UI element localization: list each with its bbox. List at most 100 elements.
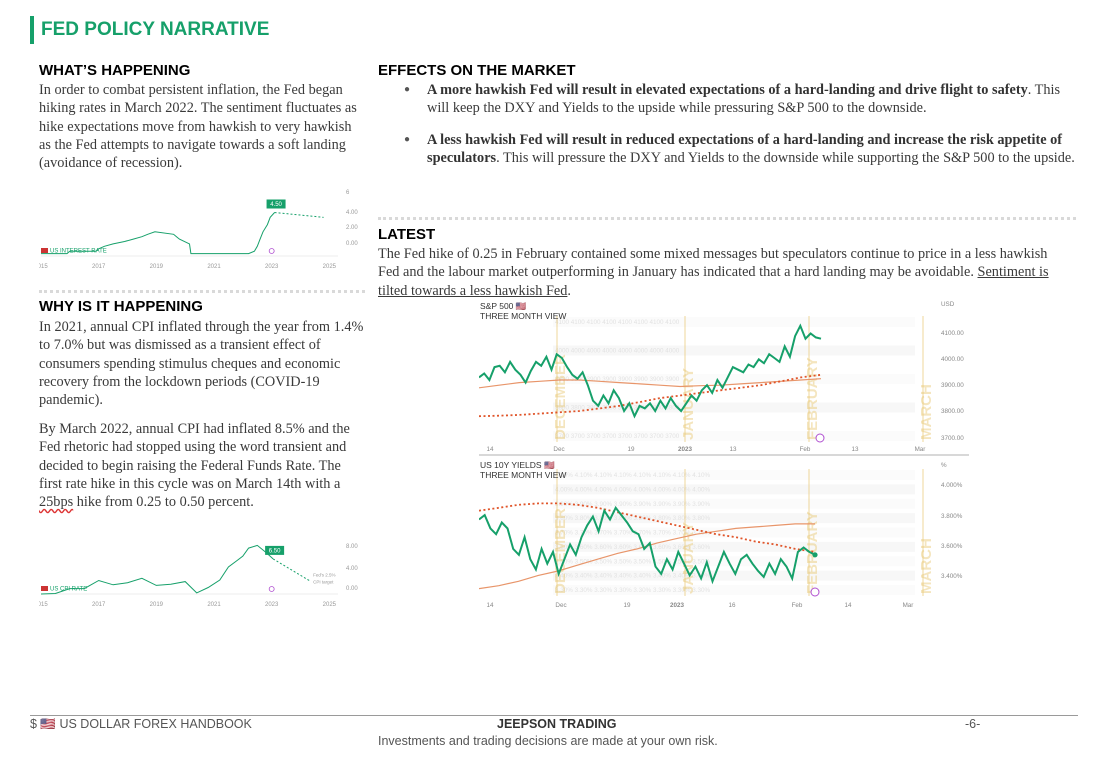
y-tick-label: 2.00 bbox=[346, 225, 358, 231]
x-tick-label: Mar bbox=[915, 446, 926, 453]
month-band bbox=[556, 316, 558, 442]
why-paragraph-1: In 2021, annual CPI inflated through the… bbox=[39, 319, 364, 409]
effects-item-less-hawkish-text: . This will pressure the DXY and Yields … bbox=[496, 149, 1075, 166]
x-tick-label: 2017 bbox=[92, 602, 106, 608]
watermark-row bbox=[553, 431, 915, 441]
month-label: MARCH bbox=[918, 384, 935, 440]
watermark-level: 3900 3900 3900 3900 3900 3900 3900 3900 bbox=[555, 376, 680, 383]
y-tick-label: 3900.00 bbox=[941, 382, 964, 389]
x-tick-label: 14 bbox=[486, 446, 494, 453]
x-tick-label: Mar bbox=[903, 602, 914, 609]
watermark-row bbox=[553, 527, 915, 538]
y-tick-label: 6 bbox=[346, 190, 350, 196]
watermark-level: 3700 3700 3700 3700 3700 3700 3700 3700 bbox=[555, 433, 680, 440]
footer-handbook: $ 🇺🇸 US DOLLAR FOREX HANDBOOK bbox=[30, 717, 252, 731]
divider bbox=[39, 290, 365, 293]
event-marker-icon bbox=[815, 433, 825, 443]
sp500-chart: 4100 4100 4100 4100 4100 4100 4100 4100 4… bbox=[479, 301, 969, 456]
watermark-level: 3.70% 3.70% 3.70% 3.70% 3.70% 3.70% 3.70… bbox=[555, 530, 710, 537]
watermark-level: 4.00% 4.00% 4.00% 4.00% 4.00% 4.00% 4.00… bbox=[555, 486, 710, 493]
month-label: DECEMBER bbox=[552, 508, 569, 594]
watermark-row bbox=[553, 345, 915, 356]
watermark-level: 4000 4000 4000 4000 4000 4000 4000 4000 bbox=[555, 348, 680, 355]
long-moving-average-line bbox=[479, 378, 822, 389]
why-paragraph-2-text: By March 2022, annual CPI had inflated 8… bbox=[39, 421, 350, 492]
watermark-row bbox=[553, 470, 915, 480]
watermark-level: 3.30% 3.30% 3.30% 3.30% 3.30% 3.30% 3.30… bbox=[555, 587, 710, 594]
us-flag-icon bbox=[41, 248, 48, 253]
month-band bbox=[922, 469, 924, 596]
footer-divider bbox=[30, 715, 1078, 716]
y-tick-label: 0.00 bbox=[346, 586, 358, 592]
why-paragraph-2-end: hike from 0.25 to 0.50 percent. bbox=[73, 494, 254, 511]
y-tick-label: % bbox=[941, 462, 947, 469]
watermark-level: 3.90% 3.90% 3.90% 3.90% 3.90% 3.90% 3.90… bbox=[555, 501, 710, 508]
divider bbox=[378, 217, 1076, 220]
whats-happening-heading: WHAT’S HAPPENING bbox=[39, 62, 191, 79]
watermark-row bbox=[553, 484, 915, 495]
month-band bbox=[684, 469, 686, 596]
event-marker-icon bbox=[268, 248, 275, 254]
x-tick-label: 2017 bbox=[92, 264, 106, 270]
spellcheck-word: 25bps bbox=[39, 494, 74, 511]
latest-sentiment: Sentiment is tilted towards a less hawki… bbox=[378, 264, 1049, 299]
month-label: MARCH bbox=[918, 538, 935, 594]
series-line bbox=[40, 544, 274, 595]
x-tick-label: 13 bbox=[851, 446, 859, 453]
month-label: DECEMBER bbox=[552, 354, 569, 440]
last-value-label: 6.50 bbox=[269, 548, 281, 554]
interest-rate-chart: 6 4.00 2.00 0.00 4.50 2015 2017 2019 2021 2023 202… bbox=[39, 190, 358, 270]
x-tick-label: Feb bbox=[792, 602, 803, 609]
effects-item-hawkish-text: . This will keep the DXY and Yields to t… bbox=[427, 82, 1061, 117]
chart-title: US INTEREST RATE bbox=[50, 249, 107, 255]
x-tick-label: 2021 bbox=[207, 602, 221, 608]
y-tick-label: 8.00 bbox=[346, 544, 358, 550]
x-tick-label: 2015 bbox=[39, 264, 48, 270]
x-tick-label: 16 bbox=[728, 602, 736, 609]
footer-page-number: -6- bbox=[965, 717, 981, 731]
chart-subtitle: THREE MONTH VIEW bbox=[480, 470, 566, 480]
effects-item-hawkish-bold: A more hawkish Fed will result in elevat… bbox=[427, 82, 1028, 98]
effects-item-hawkish: A more hawkish Fed will result in elevat… bbox=[404, 81, 1076, 118]
y-tick-label: USD bbox=[941, 301, 955, 308]
month-band bbox=[922, 316, 924, 442]
watermark-row bbox=[553, 541, 915, 552]
x-tick-label: 19 bbox=[627, 446, 635, 453]
x-tick-label: 19 bbox=[623, 602, 631, 609]
watermark-row bbox=[553, 513, 915, 524]
y-tick-label: 4000.00 bbox=[941, 356, 964, 363]
watermark-level: 3.50% 3.50% 3.50% 3.50% 3.50% 3.50% 3.50… bbox=[555, 558, 710, 565]
projection-line bbox=[274, 212, 324, 218]
price-line bbox=[479, 323, 822, 419]
annotation-label: Fed's 2.5% bbox=[313, 573, 335, 578]
watermark-row bbox=[553, 585, 915, 595]
page-title-bar: FED POLICY NARRATIVE bbox=[30, 16, 269, 44]
event-marker-icon bbox=[810, 587, 820, 597]
y-tick-label: 3.400% bbox=[941, 573, 963, 580]
series-line bbox=[41, 212, 275, 255]
x-tick-label: 2025 bbox=[323, 602, 337, 608]
watermark-level: 3.80% 3.80% 3.80% 3.80% 3.80% 3.80% 3.80… bbox=[555, 515, 710, 522]
us-flag-icon bbox=[41, 586, 48, 591]
latest-body: The Fed hike of 0.25 in February contain… bbox=[378, 246, 1048, 281]
latest-end: . bbox=[567, 282, 571, 299]
chart-title: S&P 500 🇺🇸 bbox=[480, 301, 527, 311]
latest-heading: LATEST bbox=[378, 226, 436, 243]
month-band bbox=[684, 316, 686, 442]
x-tick-label: Feb bbox=[800, 446, 811, 453]
month-band bbox=[556, 469, 558, 596]
last-value-badge bbox=[265, 545, 285, 555]
x-tick-label: Dec bbox=[553, 446, 564, 453]
x-tick-label: 2023 bbox=[670, 602, 685, 609]
x-tick-label: 2025 bbox=[323, 264, 337, 270]
y-tick-label: 0.00 bbox=[346, 241, 358, 247]
watermark-level: 3.40% 3.40% 3.40% 3.40% 3.40% 3.40% 3.40… bbox=[555, 573, 710, 580]
projection-line bbox=[272, 558, 310, 581]
effects-heading: EFFECTS ON THE MARKET bbox=[378, 62, 576, 79]
x-tick-label: 2021 bbox=[207, 264, 221, 270]
latest-text: The Fed hike of 0.25 in February contain… bbox=[378, 245, 1068, 300]
why-heading: WHY IS IT HAPPENING bbox=[39, 298, 203, 315]
y-tick-label: 4.00 bbox=[346, 210, 358, 216]
short-moving-average-line bbox=[479, 502, 816, 553]
month-label: FEBRUARY bbox=[804, 357, 821, 440]
